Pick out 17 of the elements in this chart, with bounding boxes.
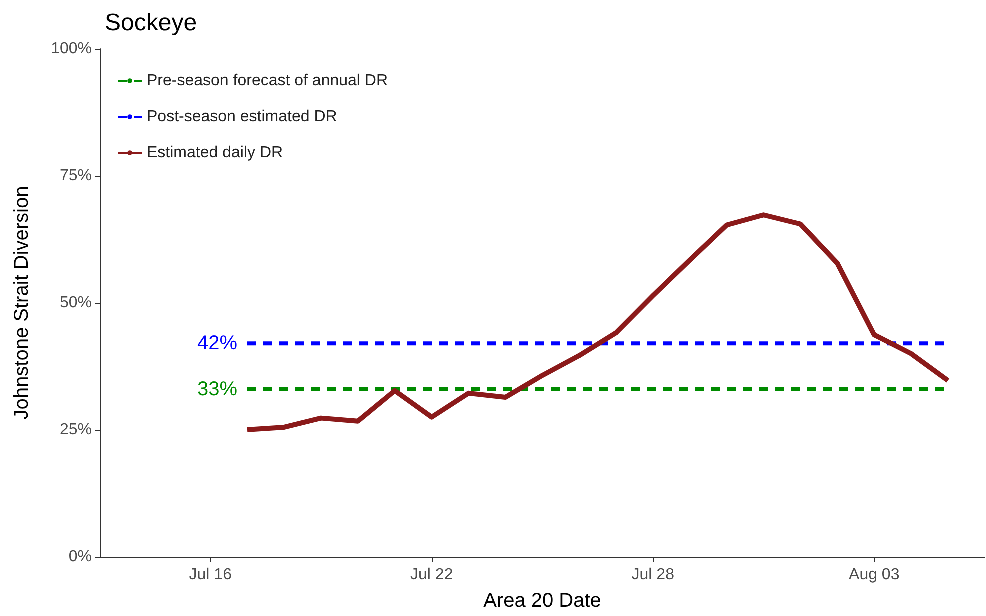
x-tick-label: Jul 16 xyxy=(189,566,232,584)
y-tick-label: 100% xyxy=(51,40,92,58)
legend-label: Post-season estimated DR xyxy=(147,108,338,126)
x-axis-title: Area 20 Date xyxy=(484,590,602,612)
data-label: 42% xyxy=(197,332,238,355)
x-tick-label: Jul 22 xyxy=(410,566,454,584)
y-tick-label: 0% xyxy=(68,548,92,566)
data-label: 33% xyxy=(197,378,238,400)
x-tick-label: Jul 28 xyxy=(632,566,675,584)
legend-label: Estimated daily DR xyxy=(147,144,284,162)
x-tick-label: Aug 03 xyxy=(849,566,900,584)
y-tick-label: 75% xyxy=(60,168,92,184)
legend-label: Pre-season forecast of annual DR xyxy=(147,72,388,90)
chart-title: Sockeye xyxy=(105,10,198,36)
y-tick-label: 50% xyxy=(60,294,92,312)
y-axis-title: Johnstone Strait Diversion xyxy=(11,186,33,420)
y-tick-label: 25% xyxy=(60,422,92,438)
